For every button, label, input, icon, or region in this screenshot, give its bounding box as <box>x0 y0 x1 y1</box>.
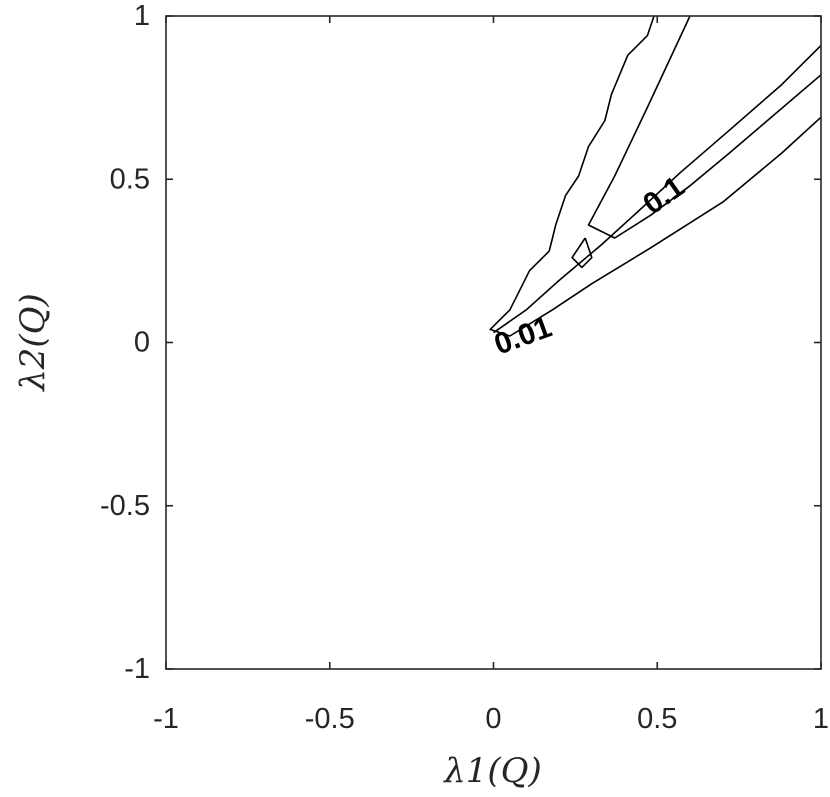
y-axis-tick-labels: -1 -0.5 0 0.5 1 <box>100 0 150 685</box>
y-axis-ticks <box>166 15 821 670</box>
y-tick-label-1: -0.5 <box>100 490 150 522</box>
contour-line-2 <box>571 237 593 269</box>
contour-line-0 <box>489 15 822 337</box>
contour-lines <box>489 15 822 337</box>
x-tick-label-1: -0.5 <box>305 703 355 735</box>
y-axis-label: λ2(Q) <box>13 293 53 393</box>
y-tick-label-0: -1 <box>124 653 150 685</box>
x-axis-label: λ1(Q) <box>442 751 542 791</box>
contour-line-1 <box>587 15 822 239</box>
x-tick-label-3: 0.5 <box>637 703 677 735</box>
x-tick-label-2: 0 <box>485 703 501 735</box>
contour-line-3 <box>493 44 822 334</box>
x-tick-label-0: -1 <box>153 703 179 735</box>
y-tick-label-3: 0.5 <box>110 163 150 195</box>
x-axis-tick-labels: -1 -0.5 0 0.5 1 <box>153 703 829 735</box>
y-tick-label-4: 1 <box>134 0 150 32</box>
plot-background <box>166 16 821 669</box>
y-tick-label-2: 0 <box>134 327 150 359</box>
x-tick-label-4: 1 <box>813 703 829 735</box>
x-axis-ticks <box>165 16 822 669</box>
